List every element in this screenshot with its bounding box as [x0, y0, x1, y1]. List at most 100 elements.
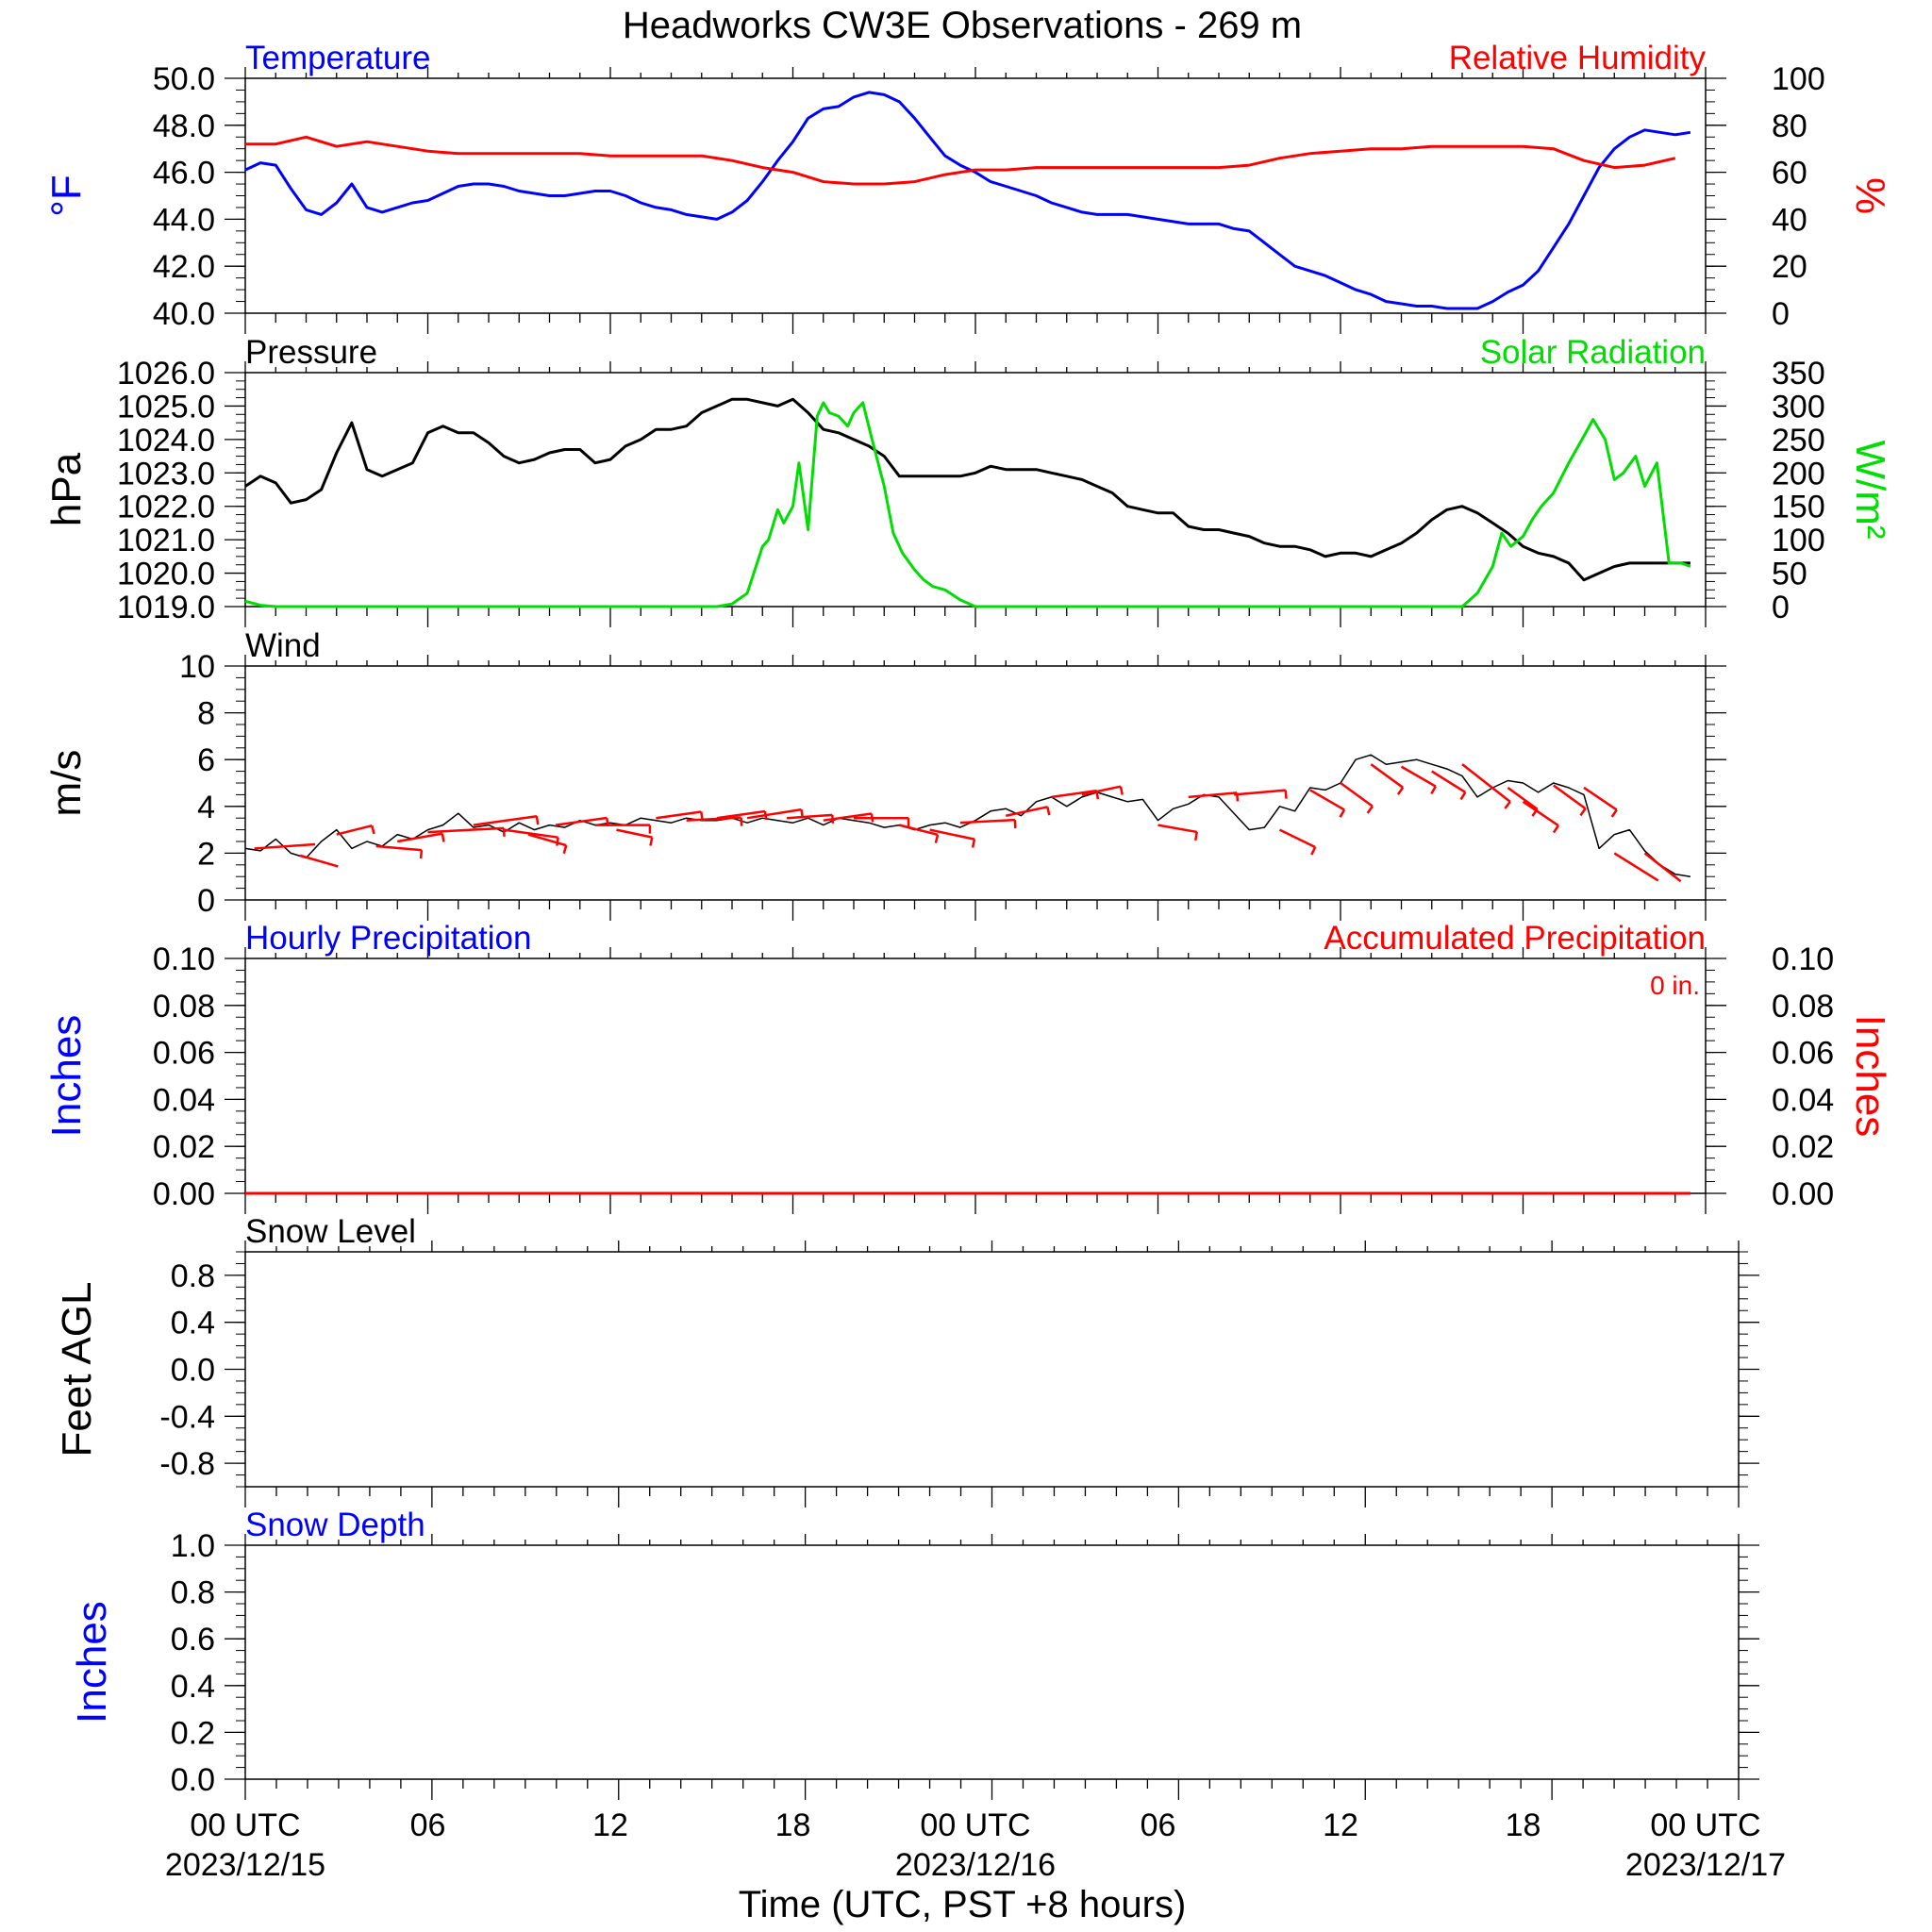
- y-tick-label-right: 0.06: [1772, 1036, 1834, 1072]
- y-tick-label-right: 50: [1772, 557, 1807, 592]
- wind-barb: [336, 824, 375, 836]
- wind-barb: [375, 844, 424, 859]
- panel-temp-rh: 40.0 42.0 44.0 46.0 48.0 50.0 0 20 40 60 80 100 Temp…: [43, 40, 1893, 334]
- panel-frame: [244, 1251, 1740, 1488]
- panel-title-left: Snow Depth: [245, 1507, 425, 1543]
- y-axis-label-left: m/s: [43, 750, 90, 817]
- time-tick-date: 2023/12/15: [165, 1847, 325, 1883]
- y-tick-label-left: 0.8: [171, 1575, 215, 1611]
- y-tick-label-right: 300: [1772, 389, 1825, 425]
- wind-barb-shaft: [899, 824, 939, 836]
- y-tick-label-left: 0.4: [171, 1669, 215, 1705]
- y-tick-label-left: 1022.0: [117, 490, 215, 525]
- wind-barb: [1507, 786, 1539, 817]
- wind-barb: [1309, 789, 1346, 818]
- time-tick-label: 18: [775, 1807, 811, 1843]
- wind-barb-tick: [1339, 808, 1346, 818]
- wind-barb-shaft: [1309, 789, 1345, 811]
- wind-barb-shaft: [1188, 791, 1238, 799]
- wind-barb-tick: [556, 837, 559, 846]
- wind-barb-shaft: [929, 828, 975, 841]
- y-tick-label-right: 80: [1772, 108, 1807, 144]
- wind-barb-shaft: [427, 826, 505, 834]
- time-tick-label: 12: [592, 1807, 628, 1843]
- wind-barb-tick: [441, 833, 445, 842]
- wind-barb: [1522, 800, 1559, 834]
- time-axis: 00 UTC 2023/12/15 06 12 18 00 UTC 2023/12/16 06…: [165, 1807, 1786, 1883]
- y-tick-label-right: 250: [1772, 423, 1825, 458]
- wind-barb-tick: [1610, 808, 1618, 818]
- accumulation-annotation: 0 in.: [1650, 971, 1700, 1000]
- wind-barb: [1643, 852, 1682, 883]
- wind-barb-tick: [1579, 808, 1587, 817]
- y-tick-label-left: 48.0: [153, 108, 215, 144]
- panel-snow-depth: 0.0 0.2 0.4 0.6 0.8 1.0 Snow Depth Inches: [69, 1507, 1759, 1800]
- wind-barb-tick: [535, 816, 540, 825]
- wind-barb-tick: [1504, 801, 1511, 809]
- panel-title-right: Solar Radiation: [1480, 334, 1706, 371]
- series-line-humidity: [245, 135, 1676, 186]
- time-tick-label: 06: [1141, 1807, 1176, 1843]
- wind-barb-tick: [1119, 786, 1124, 795]
- time-tick-label: 00 UTC: [190, 1807, 300, 1843]
- wind-barb-shaft: [746, 808, 802, 820]
- time-tick-date: 2023/12/17: [1625, 1847, 1786, 1883]
- wind-barb-shaft: [1613, 852, 1659, 882]
- wind-barb: [1461, 763, 1511, 809]
- panel-title-left: Hourly Precipitation: [245, 920, 531, 957]
- wind-barb: [299, 854, 339, 868]
- wind-barb: [1553, 784, 1587, 817]
- wind-barb: [929, 828, 976, 848]
- y-tick-label-left: 2: [197, 836, 215, 872]
- wind-barb-shaft: [1400, 765, 1437, 788]
- wind-barb-tick: [1396, 787, 1405, 795]
- series-line-wind: [244, 754, 1691, 877]
- panel-frame: [244, 372, 1707, 608]
- wind-barb: [1400, 765, 1437, 795]
- panel-frame: [244, 77, 1707, 314]
- y-tick-label-right: 350: [1772, 356, 1825, 391]
- y-tick-label-right: 0.00: [1772, 1176, 1834, 1212]
- wind-barb-shaft: [616, 828, 653, 839]
- x-axis-label: Time (UTC, PST +8 hours): [739, 1884, 1187, 1925]
- y-tick-label-left: -0.4: [159, 1399, 215, 1435]
- wind-barb: [616, 828, 654, 846]
- wind-barb: [1340, 781, 1374, 814]
- wind-barb-shaft: [1461, 763, 1511, 803]
- panel-title-right: Accumulated Precipitation: [1324, 920, 1706, 957]
- wind-barb-shaft: [1522, 800, 1559, 827]
- wind-barb: [899, 824, 940, 843]
- y-tick-label-left: 6: [197, 742, 215, 778]
- y-tick-label-right: 0.08: [1772, 989, 1834, 1024]
- y-tick-label-left: 0.02: [153, 1129, 215, 1165]
- y-axis-label-left: hPa: [43, 452, 90, 526]
- panel-precip: 0.00 0.02 0.04 0.06 0.08 0.10 0.00 0.02 0.04 0.06…: [43, 920, 1893, 1214]
- wind-barb: [959, 818, 1017, 829]
- wind-barb-tick: [1046, 807, 1051, 816]
- wind-barb-tick: [419, 850, 424, 859]
- panel-snow-level: -0.8 -0.4 0.0 0.4 0.8 Snow Level Feet AGL: [54, 1213, 1759, 1507]
- y-tick-label-right: 60: [1772, 156, 1807, 192]
- wind-barb-shaft: [254, 842, 316, 850]
- panel-title-left: Pressure: [245, 334, 377, 371]
- y-tick-label-left: 10: [179, 649, 215, 685]
- wind-barb-shaft: [1340, 781, 1374, 808]
- wind-barb-shaft: [1158, 824, 1198, 834]
- wind-barb-tick: [1366, 805, 1374, 814]
- wind-barb-shaft: [1081, 785, 1122, 796]
- y-tick-label-left: 0.06: [153, 1036, 215, 1072]
- panel-pressure-solar: 1019.01020.01021.01022.01023.01024.01025…: [43, 334, 1893, 627]
- wind-barb: [594, 824, 652, 834]
- wind-barb-shaft: [1583, 786, 1618, 811]
- wind-barb-shaft: [473, 814, 538, 826]
- panel-wind: 0 2 4 6 8 10 Wind m/s: [43, 627, 1726, 921]
- y-tick-label-right: 0.04: [1772, 1082, 1834, 1118]
- time-tick-date: 2023/12/16: [895, 1847, 1056, 1883]
- wind-barb-shaft: [375, 844, 422, 852]
- y-tick-label-right: 200: [1772, 456, 1825, 491]
- y-tick-label-right: 0.10: [1772, 941, 1834, 977]
- y-tick-label-right: 20: [1772, 249, 1807, 285]
- wind-barb-tick: [371, 824, 375, 835]
- wind-barb: [1613, 852, 1659, 882]
- time-tick-label: 06: [410, 1807, 446, 1843]
